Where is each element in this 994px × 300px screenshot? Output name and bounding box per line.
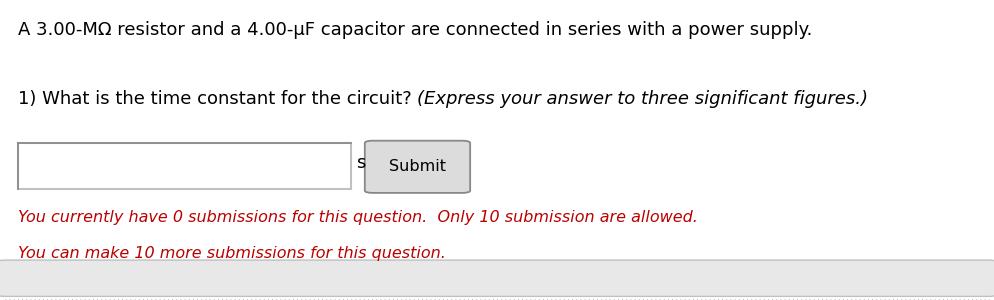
Text: Submit: Submit — [389, 159, 446, 174]
Text: You can make 10 more submissions for this question.: You can make 10 more submissions for thi… — [18, 246, 445, 261]
Text: You currently have 0 submissions for this question.  Only 10 submission are allo: You currently have 0 submissions for thi… — [18, 210, 698, 225]
FancyBboxPatch shape — [365, 141, 470, 193]
Text: (Express your answer to three significant figures.): (Express your answer to three significan… — [417, 90, 869, 108]
Text: s: s — [356, 154, 365, 172]
Bar — [18, 142, 351, 189]
FancyBboxPatch shape — [0, 260, 994, 296]
Text: A 3.00-MΩ resistor and a 4.00-μF capacitor are connected in series with a power : A 3.00-MΩ resistor and a 4.00-μF capacit… — [18, 21, 812, 39]
Text: 1) What is the time constant for the circuit?: 1) What is the time constant for the cir… — [18, 90, 417, 108]
Bar — [18, 142, 351, 189]
